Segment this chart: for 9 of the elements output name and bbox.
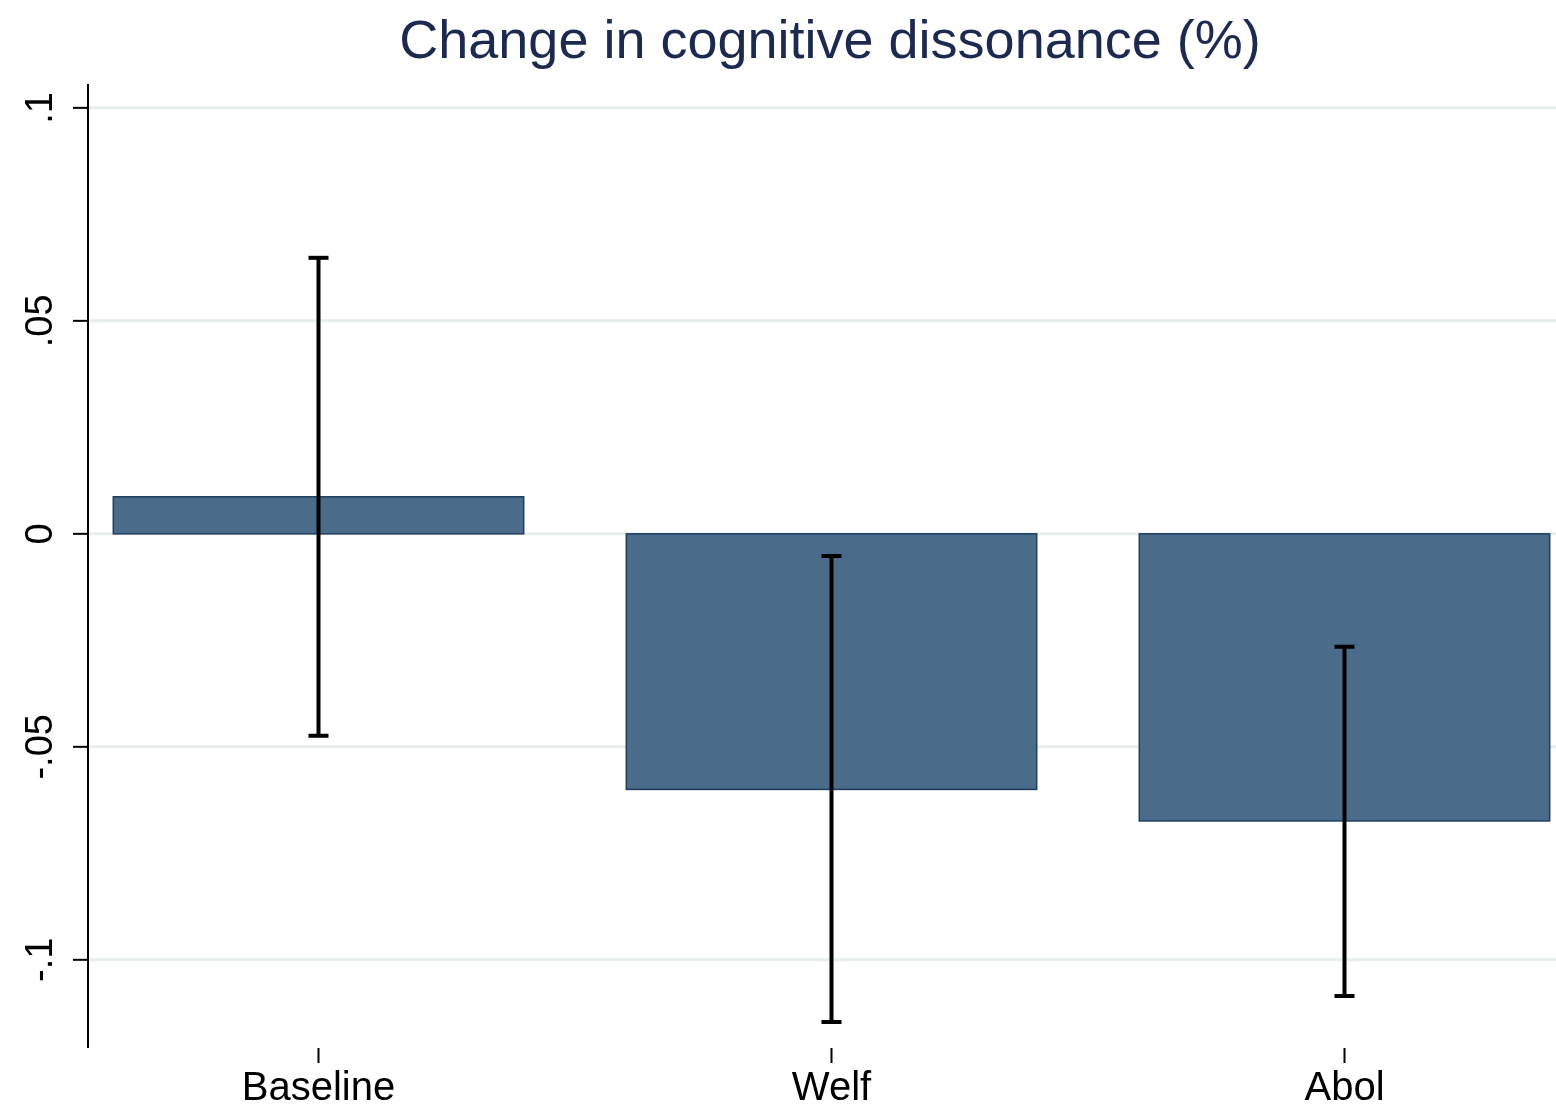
y-tick-label: -.05	[18, 714, 60, 780]
y-tick-label: .05	[18, 294, 60, 348]
chart-title: Change in cognitive dissonance (%)	[399, 9, 1261, 69]
y-tick-label: 0	[18, 523, 60, 545]
x-tick-label: Welf	[791, 1064, 873, 1106]
x-tick-label: Baseline	[241, 1064, 396, 1106]
y-tick-label: -.1	[18, 937, 60, 982]
x-tick-label: Abol	[1304, 1064, 1385, 1106]
y-tick-label: .1	[18, 92, 60, 124]
